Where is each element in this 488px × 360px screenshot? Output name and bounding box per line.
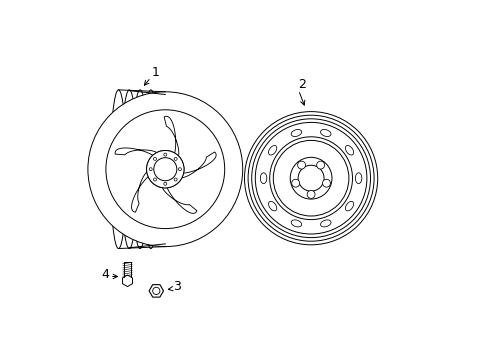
Ellipse shape (320, 130, 330, 136)
Circle shape (163, 182, 166, 185)
Circle shape (163, 153, 166, 156)
Text: 2: 2 (298, 78, 305, 91)
Circle shape (149, 168, 152, 171)
Circle shape (174, 157, 177, 160)
Polygon shape (115, 148, 156, 155)
Ellipse shape (268, 145, 276, 155)
Text: 4: 4 (102, 268, 109, 281)
Circle shape (306, 190, 314, 198)
Circle shape (289, 157, 331, 199)
Circle shape (146, 150, 183, 188)
Circle shape (163, 182, 166, 185)
Circle shape (178, 168, 181, 171)
Circle shape (153, 157, 156, 160)
Circle shape (297, 161, 305, 169)
Circle shape (146, 150, 183, 188)
Circle shape (174, 157, 177, 160)
Circle shape (255, 122, 366, 234)
Circle shape (174, 178, 177, 181)
Polygon shape (131, 172, 148, 212)
Circle shape (153, 158, 177, 181)
Ellipse shape (290, 220, 301, 227)
Ellipse shape (345, 145, 353, 155)
Polygon shape (182, 152, 216, 177)
Ellipse shape (320, 220, 330, 227)
Circle shape (88, 92, 242, 247)
Circle shape (163, 153, 166, 156)
Circle shape (178, 168, 181, 171)
Ellipse shape (268, 201, 276, 211)
Text: 1: 1 (151, 66, 159, 78)
Circle shape (153, 157, 156, 160)
Polygon shape (162, 188, 197, 213)
Circle shape (152, 287, 160, 294)
Ellipse shape (290, 130, 301, 136)
Circle shape (322, 179, 330, 187)
Ellipse shape (355, 173, 361, 184)
Ellipse shape (260, 173, 266, 184)
Ellipse shape (345, 201, 353, 211)
Circle shape (291, 179, 299, 187)
Circle shape (149, 168, 152, 171)
Circle shape (153, 178, 156, 181)
Circle shape (153, 178, 156, 181)
Circle shape (316, 161, 324, 169)
Circle shape (174, 178, 177, 181)
Text: 3: 3 (173, 280, 181, 293)
Polygon shape (164, 116, 179, 156)
